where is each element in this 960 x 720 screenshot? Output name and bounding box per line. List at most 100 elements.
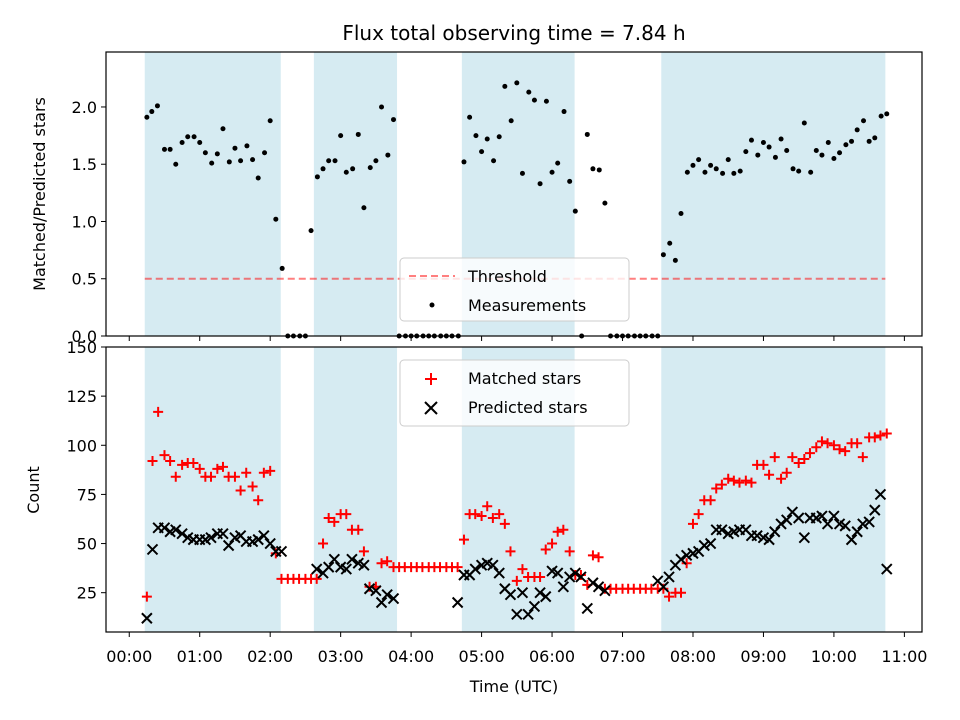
- matched-star-marker: [716, 479, 727, 490]
- matched-star-marker: [681, 558, 692, 569]
- ratio-panel: 0.00.51.01.52.0 Matched/Predicted stars …: [30, 51, 923, 346]
- x-tick-label: 06:00: [529, 647, 575, 666]
- matched-star-marker: [834, 444, 845, 455]
- predicted-star-marker: [258, 529, 270, 542]
- predicted-star-marker: [363, 583, 376, 595]
- matched-star-marker: [816, 436, 827, 447]
- predicted-stars-points: [141, 488, 893, 624]
- matched-star-marker: [205, 471, 216, 482]
- predicted-star-marker: [874, 488, 887, 501]
- matched-star-marker: [781, 467, 792, 478]
- predicted-star-marker: [176, 528, 188, 540]
- observing-window-0: [144, 347, 281, 632]
- measurement-point: [373, 158, 379, 164]
- bottom-x-ticks: 00:00 01:00 02:00 03:00 04:00 05:00 06:00 07:00…: [106, 632, 927, 666]
- matched-star-marker: [881, 428, 892, 439]
- bottom-legend-box: [399, 359, 630, 427]
- legend-measurements-label: Measurements: [468, 296, 586, 315]
- bottom-y-axis-label: Count: [24, 466, 43, 514]
- predicted-star-marker: [534, 586, 546, 599]
- predicted-star-marker: [704, 537, 717, 550]
- measurement-point: [678, 210, 684, 216]
- predicted-star-marker: [821, 518, 834, 530]
- predicted-star-marker: [763, 533, 775, 546]
- predicted-star-marker: [275, 545, 288, 558]
- matched-star-marker: [705, 495, 716, 506]
- measurement-point: [461, 159, 467, 165]
- top-y-tick-label: 0.0: [72, 327, 97, 346]
- measurement-point: [154, 103, 160, 109]
- measurement-point: [473, 133, 479, 139]
- observing-window-1: [313, 347, 398, 632]
- measurement-point: [801, 120, 807, 126]
- measurement-point: [179, 139, 185, 145]
- measurement-point: [790, 166, 796, 172]
- measurement-point: [144, 114, 150, 120]
- measurement-point: [684, 169, 690, 175]
- predicted-star-marker: [528, 600, 541, 613]
- matched-star-marker: [723, 473, 734, 484]
- matched-star-marker: [170, 471, 181, 482]
- measurement-point: [491, 158, 497, 164]
- matched-star-marker: [664, 591, 675, 602]
- measurement-point: [479, 149, 485, 155]
- measurement-point: [537, 181, 543, 187]
- predicted-star-marker: [222, 539, 235, 552]
- predicted-star-marker: [569, 567, 582, 579]
- measurement-point: [743, 149, 749, 155]
- x-tick-label: 08:00: [670, 647, 716, 666]
- predicted-star-marker: [469, 563, 481, 575]
- measurement-point: [244, 143, 250, 149]
- matched-star-marker: [247, 481, 258, 492]
- measurement-point: [849, 138, 855, 144]
- measurement-point: [766, 144, 772, 150]
- x-tick-label: 04:00: [388, 647, 434, 666]
- measurement-point: [555, 160, 561, 166]
- bottom-y-ticks: 25 50 75 100 125 150: [66, 338, 106, 603]
- matched-star-marker: [776, 473, 787, 484]
- predicted-star-marker: [387, 592, 400, 605]
- measurement-point: [508, 118, 514, 124]
- matched-star-marker: [746, 477, 757, 488]
- matched-star-marker: [552, 526, 563, 537]
- measurement-point: [602, 200, 608, 206]
- matched-star-marker: [147, 456, 158, 466]
- matched-star-marker: [188, 457, 199, 468]
- matched-star-marker: [217, 461, 228, 472]
- measurement-point: [250, 157, 256, 163]
- measurement-point: [232, 145, 238, 151]
- matched-star-marker: [452, 562, 463, 573]
- predicted-star-marker: [851, 526, 863, 538]
- measurement-point: [502, 83, 508, 89]
- measurement-point: [825, 139, 831, 145]
- measurement-point: [191, 134, 197, 140]
- predicted-star-marker: [751, 529, 763, 542]
- top-observing-bands: [144, 52, 886, 336]
- matched-star-marker: [564, 546, 575, 557]
- predicted-star-marker: [252, 533, 264, 546]
- matched-star-marker: [229, 471, 240, 482]
- predicted-star-marker: [716, 524, 728, 536]
- measurement-point: [220, 126, 226, 132]
- predicted-star-marker: [798, 531, 811, 544]
- predicted-star-marker: [487, 559, 499, 571]
- observing-window-0: [144, 52, 281, 336]
- measurement-point: [861, 118, 867, 124]
- predicted-star-marker: [881, 563, 893, 575]
- predicted-star-marker: [663, 571, 675, 583]
- matched-star-marker: [547, 538, 558, 549]
- measurement-point: [173, 161, 179, 167]
- top-y-tick-label: 0.5: [72, 270, 97, 289]
- measurement-point: [737, 168, 743, 174]
- measurement-point: [185, 134, 191, 140]
- matched-star-marker: [323, 513, 334, 523]
- matched-star-marker: [593, 552, 604, 563]
- predicted-star-marker: [522, 608, 534, 621]
- measurement-point: [320, 166, 326, 172]
- measurement-point: [572, 208, 578, 214]
- x-tick-label: 05:00: [459, 647, 505, 666]
- measurement-point: [708, 162, 714, 168]
- matched-star-marker: [693, 509, 704, 520]
- measurement-point: [813, 147, 819, 153]
